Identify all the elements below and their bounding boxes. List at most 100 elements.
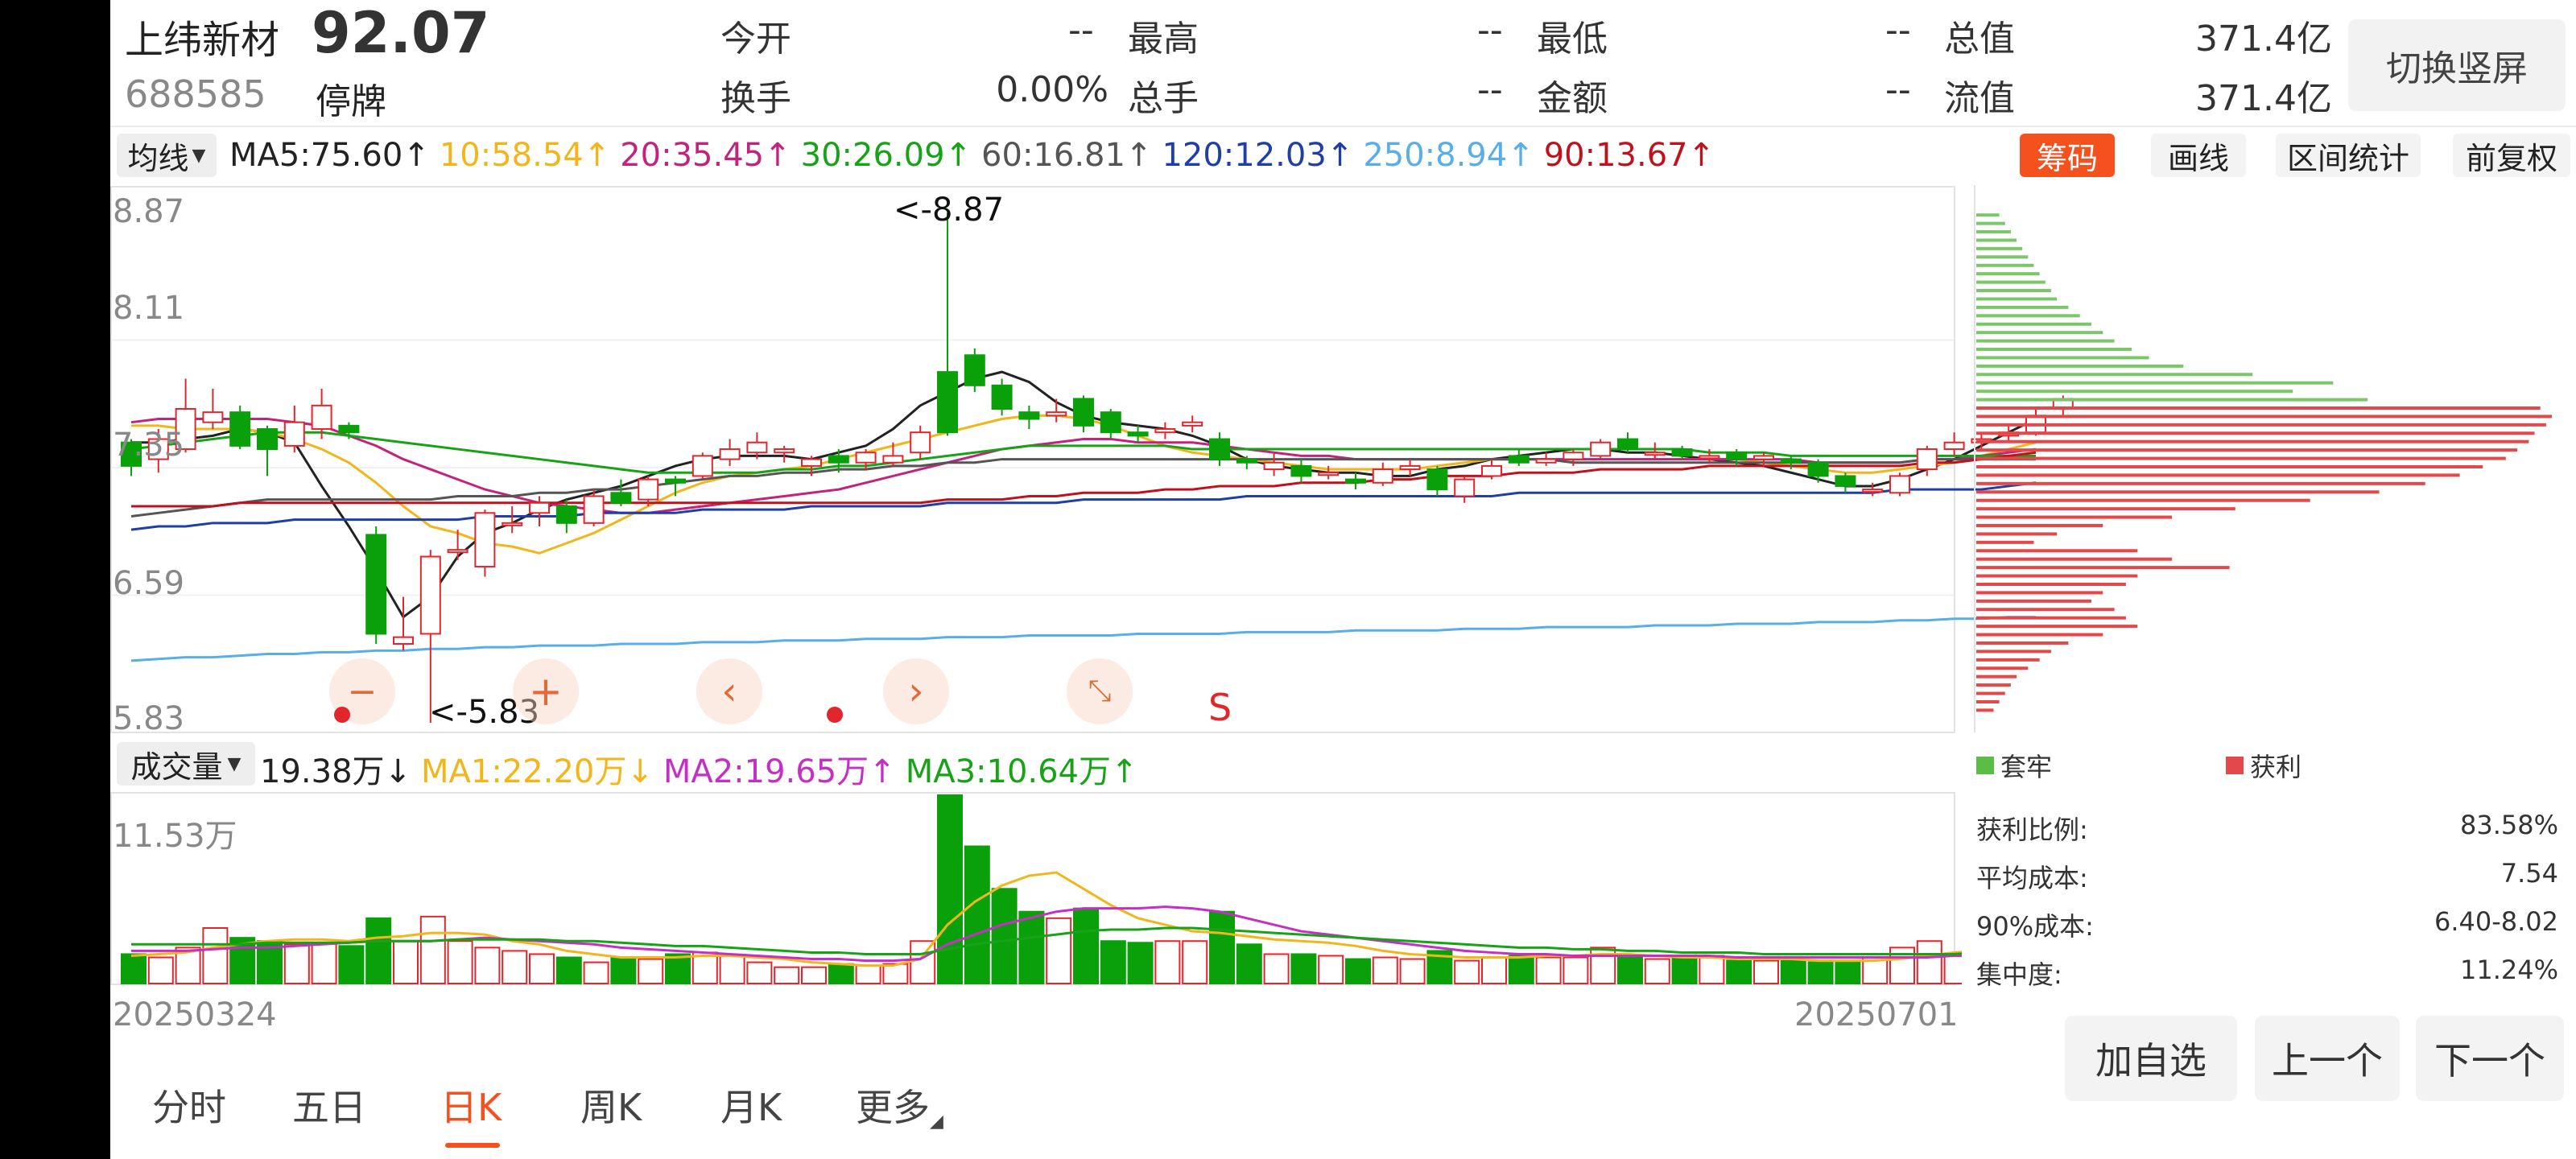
- volume-bar: [1182, 940, 1208, 985]
- quote-value-total-value: 371.4亿: [2195, 19, 2332, 60]
- candle: [1182, 415, 1203, 433]
- volume-bar: [447, 940, 473, 985]
- volume-bar: [147, 956, 174, 984]
- price-axis-label-4: 6.59: [113, 565, 185, 602]
- candle: [1590, 439, 1612, 460]
- volume-bar: [474, 947, 501, 984]
- chip-bar: [1976, 481, 2425, 485]
- candle: [1780, 456, 1802, 470]
- volume-bar: [1617, 955, 1643, 985]
- tab-five-day[interactable]: 五日: [292, 1086, 366, 1129]
- chip-bar: [1976, 263, 2034, 267]
- ma-line-ma90: [131, 451, 2037, 508]
- candle: [1644, 442, 1666, 460]
- chip-bar: [1976, 650, 2051, 654]
- volume-bar: [1671, 956, 1698, 984]
- ma-value-3: 30:26.09↑: [800, 137, 972, 174]
- tab-monthly-k[interactable]: 月K: [720, 1086, 782, 1129]
- candle-body: [855, 452, 877, 464]
- candle: [447, 530, 469, 560]
- candlestick-chart[interactable]: [110, 185, 2074, 733]
- volume-bar: [665, 953, 691, 984]
- chip-bar: [1976, 431, 2535, 435]
- candle: [1318, 465, 1340, 480]
- volume-chart[interactable]: [110, 792, 1962, 985]
- chip-tool-button[interactable]: 筹码: [2020, 134, 2115, 177]
- range-stats-button[interactable]: 区间统计: [2276, 134, 2421, 177]
- candle: [311, 388, 332, 439]
- volume-bar: [419, 915, 446, 985]
- candle: [774, 445, 795, 463]
- chip-bar: [1976, 373, 2253, 377]
- switch-portrait-button[interactable]: 切换竖屏: [2348, 19, 2566, 111]
- volume-bar: [1508, 955, 1534, 985]
- ma-line-ma60: [130, 458, 2036, 518]
- candle: [1862, 482, 1884, 497]
- candle-body: [474, 512, 496, 568]
- chip-bar: [1976, 599, 2091, 603]
- volume-bar: [855, 964, 881, 984]
- chip-bar: [1976, 297, 2058, 301]
- tab-more[interactable]: 更多◢: [856, 1079, 943, 1132]
- chip-bar: [1976, 691, 2005, 695]
- next-stock-button[interactable]: 下一个: [2416, 1016, 2564, 1101]
- candle-body: [828, 455, 849, 464]
- add-watchlist-button[interactable]: 加自选: [2065, 1016, 2237, 1101]
- volume-bar: [1807, 961, 1834, 985]
- sell-signal: S: [1208, 686, 1232, 729]
- chip-bar: [1976, 566, 2230, 570]
- candle-body: [1753, 455, 1774, 460]
- quote-label-open: 今开: [720, 19, 791, 60]
- stock-name: 上纬新材: [125, 18, 280, 63]
- chevron-left-icon: ‹: [721, 669, 737, 714]
- chip-bar: [1976, 532, 2058, 536]
- zoom-in-button[interactable]: +: [513, 658, 579, 724]
- tab-weekly-k[interactable]: 周K: [580, 1086, 642, 1129]
- candle: [1563, 449, 1584, 466]
- collapse-button[interactable]: ⤡: [1067, 658, 1133, 724]
- scroll-right-button[interactable]: ›: [883, 658, 949, 724]
- ma-selector[interactable]: 均线 ▼: [117, 134, 217, 177]
- volume-axis-max: 11.53万: [113, 818, 237, 855]
- chip-bar: [1976, 574, 2138, 578]
- chip-bar: [1976, 348, 2132, 352]
- scroll-left-button[interactable]: ‹: [696, 658, 762, 724]
- chip-distribution-chart[interactable]: [1974, 185, 2563, 732]
- chip-bar: [1976, 406, 2541, 410]
- caret-down-icon: ▼: [192, 145, 206, 166]
- candle: [338, 422, 360, 439]
- ma-line-ma250: [130, 616, 2036, 662]
- chevron-right-icon: ›: [908, 669, 924, 714]
- minus-icon: −: [347, 670, 378, 712]
- draw-line-button[interactable]: 画线: [2151, 134, 2246, 177]
- ma-line-ma20: [130, 418, 2037, 514]
- chip-bar: [1976, 280, 2046, 284]
- candle: [1535, 452, 1557, 466]
- volume-bar: [691, 951, 718, 985]
- quote-value-float-value: 371.4亿: [2195, 78, 2332, 119]
- volume-selector[interactable]: 成交量 ▼: [117, 742, 255, 786]
- chip-bar: [1976, 674, 2017, 678]
- candle-body: [583, 495, 605, 524]
- candle: [1290, 459, 1312, 483]
- chip-bar: [1976, 608, 2115, 612]
- candle-body: [1699, 455, 1720, 460]
- chip-bar: [1976, 515, 2173, 519]
- tab-timeshare[interactable]: 分时: [152, 1086, 226, 1129]
- candle-body: [1780, 458, 1802, 464]
- legend-profit-swatch: [2226, 757, 2244, 774]
- candle-body: [1263, 461, 1285, 471]
- volume-bar: [1399, 958, 1426, 985]
- candle-body: [447, 549, 469, 554]
- chip-bar: [1976, 557, 2173, 561]
- volume-bar: [1100, 940, 1126, 985]
- chip-bar: [1976, 582, 2126, 586]
- candle-body: [147, 438, 169, 460]
- previous-stock-button[interactable]: 上一个: [2255, 1016, 2400, 1101]
- candle: [1835, 472, 1856, 493]
- volume-bar: [610, 956, 637, 984]
- tab-daily-k[interactable]: 日K: [440, 1086, 502, 1129]
- candle: [555, 499, 577, 534]
- forward-adjust-button[interactable]: 前复权: [2453, 134, 2570, 177]
- candle-body: [1916, 448, 1938, 471]
